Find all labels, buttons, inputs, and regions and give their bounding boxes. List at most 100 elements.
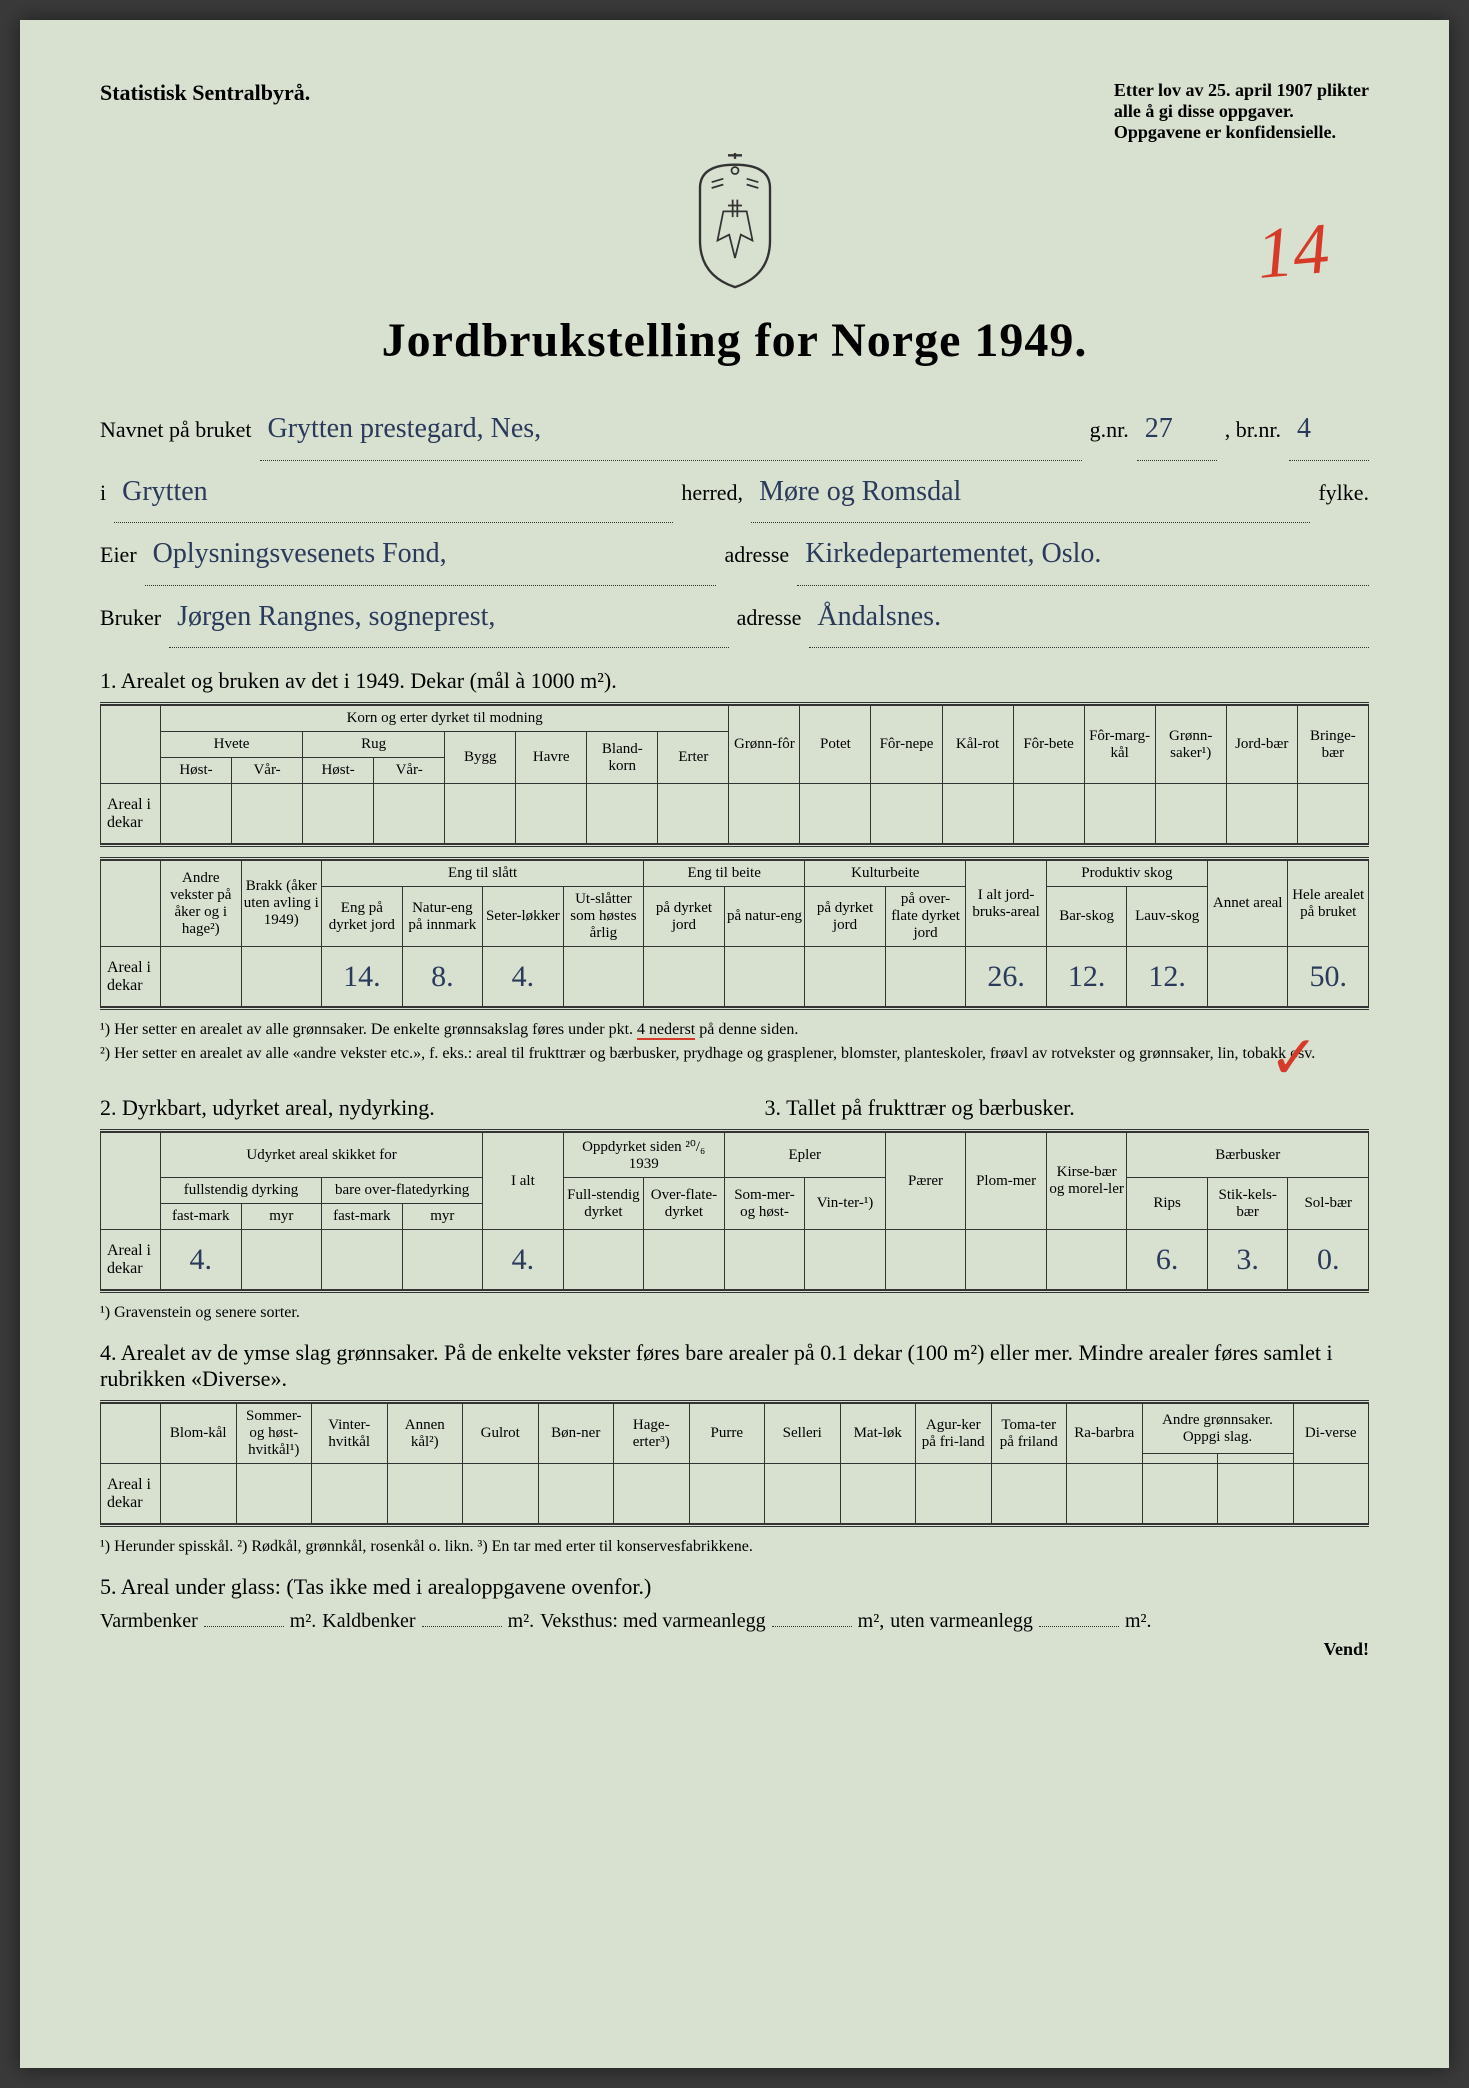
th-var2: Vår- [374, 758, 445, 784]
m2-2: m². [508, 1610, 535, 1633]
th-andre4: Andre grønnsaker. Oppgi slag. [1142, 1404, 1293, 1454]
th-fast1: fast-mark [161, 1204, 242, 1230]
gnr-label: g.nr. [1090, 406, 1129, 454]
census-form-page: Statistisk Sentralbyrå. Etter lov av 25.… [20, 20, 1449, 2068]
th-gronnfor: Grønn-fôr [729, 706, 800, 784]
th-overfl: Over-flate-dyrket [644, 1178, 725, 1230]
th-plommer: Plom-mer [966, 1133, 1047, 1230]
th-gronnsaker: Grønn-saker¹) [1155, 706, 1226, 784]
th-utslatt: Ut-slåtter som høstes årlig [563, 887, 644, 947]
th-rabarb: Ra-barbra [1067, 1404, 1143, 1464]
th-erter: Erter [658, 732, 729, 784]
red-check-icon: ✓ [1269, 1013, 1319, 1103]
vekst-label: Veksthus: med varmeanlegg [540, 1610, 766, 1633]
th-engbeite: Eng til beite [644, 861, 805, 887]
header-row: Statistisk Sentralbyrå. Etter lov av 25.… [100, 80, 1369, 143]
fn1-l2: ²) Her setter en arealet av alle «andre … [100, 1045, 1315, 1062]
val-rips: 6. [1127, 1230, 1208, 1290]
th-barskog: Bar-skog [1046, 887, 1127, 947]
adresse2-label: adresse [737, 594, 802, 642]
fn1-l1b: 4 nederst [637, 1021, 695, 1040]
crest-icon [675, 153, 795, 293]
identity-fields: Navnet på bruket Grytten prestegard, Nes… [100, 398, 1369, 648]
fn1-l1a: ¹) Her setter en arealet av alle grønnsa… [100, 1021, 637, 1038]
th-sommer: Som-mer- og høst- [724, 1178, 805, 1230]
th-purre: Purre [689, 1404, 765, 1464]
th-ialt2: I alt [483, 1133, 564, 1230]
kald-dots [422, 1626, 502, 1627]
th-rug: Rug [303, 732, 445, 758]
th-var1: Vår- [232, 758, 303, 784]
th-seter: Seter-løkker [483, 887, 564, 947]
th-opp: Oppdyrket siden ²⁰/₆ 1939 [563, 1133, 724, 1178]
table-4: Blom-kål Sommer- og høst-hvitkål¹) Vinte… [100, 1400, 1369, 1527]
th-hvete: Hvete [161, 732, 303, 758]
uten-label: uten varmeanlegg [890, 1610, 1033, 1633]
val-ialt2: 4. [483, 1230, 564, 1290]
th-kirse: Kirse-bær og morel-ler [1046, 1133, 1127, 1230]
val-stikk: 3. [1207, 1230, 1288, 1290]
kald-label: Kaldbenker [322, 1610, 415, 1633]
th-diverse: Di-verse [1293, 1404, 1369, 1464]
footnote-1: ¹) Her setter en arealet av alle grønnsa… [100, 1018, 1369, 1066]
th-kalrot: Kål-rot [942, 706, 1013, 784]
section-2-head: 2. Dyrkbart, udyrket areal, nydyrking. [100, 1095, 705, 1121]
th-padyrket1: på dyrket jord [644, 887, 725, 947]
org-name: Statistisk Sentralbyrå. [100, 80, 310, 106]
th-formarg: Fôr-marg-kål [1084, 706, 1155, 784]
th-annenk: Annen kål²) [387, 1404, 463, 1464]
navn-label: Navnet på bruket [100, 406, 252, 454]
vekst-dots [772, 1626, 852, 1627]
fylke-label: fylke. [1318, 469, 1369, 517]
th-lauvskog: Lauv-skog [1127, 887, 1208, 947]
th-bonner: Bøn-ner [538, 1404, 614, 1464]
th-selleri: Selleri [765, 1404, 841, 1464]
brnr-value: 4 [1289, 398, 1369, 461]
th-korn: Korn og erter dyrket til modning [161, 706, 729, 732]
bruker-label: Bruker [100, 594, 161, 642]
section-5-head: 5. Areal under glass: (Tas ikke med i ar… [100, 1574, 1369, 1600]
th-andre-blank1 [1142, 1453, 1218, 1463]
th-bygg: Bygg [445, 732, 516, 784]
brnr-label: , br.nr. [1225, 406, 1281, 454]
th-vinter: Vin-ter-¹) [805, 1178, 886, 1230]
th-udyrket: Udyrket areal skikket for [161, 1133, 483, 1178]
th-epler: Epler [724, 1133, 885, 1178]
herred-label: herred, [681, 469, 743, 517]
th-vinterk: Vinter-hvitkål [312, 1404, 388, 1464]
val-full: 4. [161, 1230, 242, 1290]
th-hage: Hage-erter³) [614, 1404, 690, 1464]
th-engdyrket: Eng på dyrket jord [322, 887, 403, 947]
navn-value: Grytten prestegard, Nes, [260, 398, 1082, 461]
eier-label: Eier [100, 531, 137, 579]
m2-3: m², [858, 1610, 885, 1633]
table-1b: Andre vekster på åker og i hage²) Brakk … [100, 857, 1369, 1010]
adresse2-value: Åndalsnes. [809, 586, 1369, 649]
th-tomat: Toma-ter på friland [991, 1404, 1067, 1464]
th-myr1: myr [241, 1204, 322, 1230]
handwritten-page-number: 14 [1254, 207, 1333, 296]
th-padyrket2: på dyrket jord [805, 887, 886, 947]
law-line-3: Oppgavene er konfidensielle. [1114, 122, 1369, 143]
th-host2: Høst- [303, 758, 374, 784]
herred-value: Grytten [114, 461, 673, 524]
glass-line: Varmbenker m². Kaldbenker m². Veksthus: … [100, 1610, 1369, 1633]
th-host1: Høst- [161, 758, 232, 784]
m2-4: m². [1125, 1610, 1152, 1633]
th-fullst: Full-stendig dyrket [563, 1178, 644, 1230]
footnote-3: ¹) Herunder spisskål. ²) Rødkål, grønnkå… [100, 1535, 1369, 1559]
th-blom: Blom-kål [161, 1404, 237, 1464]
val-bar: 12. [1046, 947, 1127, 1007]
adresse1-value: Kirkedepartementet, Oslo. [797, 523, 1369, 586]
i-label: i [100, 469, 106, 517]
uten-dots [1039, 1626, 1119, 1627]
th-rips: Rips [1127, 1178, 1208, 1230]
footnote-2: ¹) Gravenstein og senere sorter. [100, 1301, 1369, 1325]
th-natureng: Natur-eng på innmark [402, 887, 483, 947]
th-paover: på over-flate dyrket jord [885, 887, 966, 947]
table-1a: Korn og erter dyrket til modning Grønn-f… [100, 702, 1369, 847]
val-ialt: 26. [966, 947, 1047, 1007]
th-fornepe: Fôr-nepe [871, 706, 942, 784]
th-matlok: Mat-løk [840, 1404, 916, 1464]
th-panatur: på natur-eng [724, 887, 805, 947]
